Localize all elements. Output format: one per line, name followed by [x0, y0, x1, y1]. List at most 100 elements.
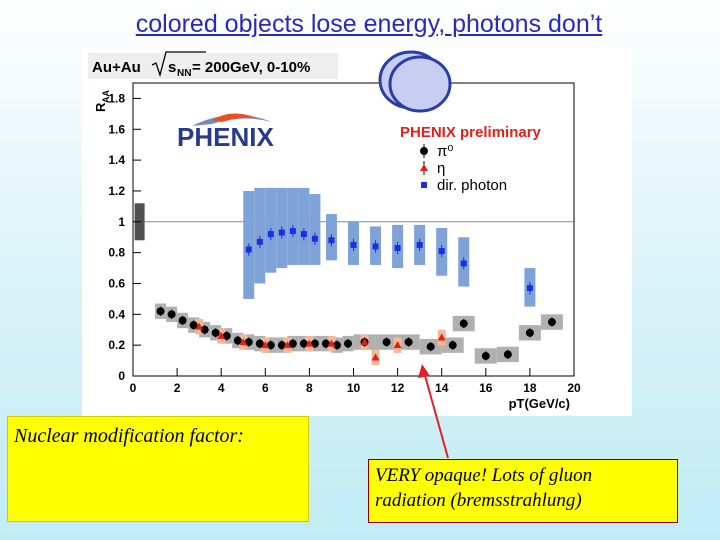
pi0-point	[255, 339, 264, 348]
y-tick-label: 1.6	[108, 122, 125, 136]
legend-marker-pi0	[420, 147, 428, 155]
chart-header-sqrt-s: s	[168, 59, 176, 76]
pi0-point	[156, 307, 165, 316]
y-tick-label: 0.8	[108, 246, 125, 260]
chart-panel: Au+Au s NN = 200GeV, 0-10% R AA pT(GeV/c…	[82, 48, 632, 416]
pi0-point	[266, 341, 275, 350]
y-tick-label: 1	[118, 215, 125, 229]
eta-point	[217, 331, 226, 339]
pi0-point	[299, 339, 308, 348]
photon-point	[311, 235, 318, 242]
legend-label: π⁰	[437, 143, 453, 160]
photon-point	[372, 243, 379, 250]
pi0-point	[200, 325, 209, 334]
chart-header-box	[88, 53, 338, 79]
photon-point	[245, 246, 252, 253]
pi0-point	[503, 350, 512, 359]
photon-point	[460, 260, 467, 267]
legend-marker-photon	[421, 182, 427, 188]
note-left-text: Nuclear modification factor:	[14, 425, 244, 447]
note-right-line2: radiation (bremsstrahlung)	[375, 490, 582, 511]
pi0-point	[448, 341, 457, 350]
x-tick-label: 14	[435, 381, 449, 395]
y-tick-label: 0.2	[108, 338, 125, 352]
eta-point	[305, 339, 314, 347]
photon-point	[300, 231, 307, 238]
pi0-point	[404, 338, 413, 347]
legend-marker-eta	[420, 164, 428, 171]
pi0-point	[222, 331, 231, 340]
pi0-point	[426, 342, 435, 351]
photon-point	[289, 228, 296, 235]
x-tick-label: 2	[174, 381, 181, 395]
pi0-point	[310, 339, 319, 348]
note-right-line1: VERY opaque! Lots of gluon	[375, 465, 593, 486]
eta-point	[327, 339, 336, 347]
note-box-right: VERY opaque! Lots of gluon radiation (br…	[368, 459, 678, 523]
y-tick-label: 1.4	[108, 153, 125, 167]
pi0-point	[547, 318, 556, 327]
photon-point	[416, 241, 423, 248]
photon-point	[350, 241, 357, 248]
y-tick-label: 1.8	[108, 91, 125, 105]
eta-point	[393, 341, 402, 349]
phenix-logo-swoosh-icon	[192, 114, 272, 126]
pi0-point	[189, 321, 198, 330]
chart-header-sqrt-sub: NN	[177, 68, 191, 79]
photon-point	[328, 237, 335, 244]
pi0-point	[167, 310, 176, 319]
chart-header-rest: = 200GeV, 0-10%	[192, 59, 310, 76]
photon-point	[438, 248, 445, 255]
circle-front-icon	[388, 55, 452, 113]
legend-label: dir. photon	[437, 177, 507, 194]
pi0-point	[459, 319, 468, 328]
eta-point	[437, 333, 446, 341]
sqrt-symbol-icon	[151, 51, 206, 78]
photon-point	[394, 245, 401, 252]
phenix-logo-text: PHENIX	[177, 122, 274, 152]
x-tick-label: 16	[479, 381, 493, 395]
pi0-point	[233, 336, 242, 345]
pi0-point	[382, 338, 391, 347]
pi0-point	[525, 328, 534, 337]
y-axis-label-sub: AA	[101, 90, 111, 103]
phenix-logo: PHENIX	[177, 113, 274, 152]
y-tick-label: 1.2	[108, 184, 125, 198]
photon-systematic-band	[309, 194, 321, 265]
phenix-logo-wing-icon	[212, 113, 257, 122]
y-tick-label: 0.6	[108, 276, 125, 290]
x-tick-label: 8	[306, 381, 313, 395]
x-tick-label: 10	[347, 381, 361, 395]
pi0-point	[211, 328, 220, 337]
chart-svg: Au+Au s NN = 200GeV, 0-10% R AA pT(GeV/c…	[88, 51, 581, 411]
x-axis-label: pT(GeV/c)	[509, 396, 570, 411]
photon-point	[256, 238, 263, 245]
slide-title: colored objects lose energy, photons don…	[135, 10, 603, 38]
eta-point	[239, 338, 248, 346]
y-tick-label: 0	[118, 369, 125, 383]
photon-point	[526, 285, 533, 292]
x-tick-label: 0	[130, 381, 137, 395]
pi0-point	[277, 341, 286, 350]
eta-point	[261, 341, 270, 349]
legend-title: PHENIX preliminary	[400, 124, 542, 141]
x-tick-label: 4	[218, 381, 225, 395]
photon-systematic-band	[298, 187, 310, 265]
overlapping-circles-icon	[378, 50, 452, 113]
pi0-point	[178, 316, 187, 325]
note-box-left	[7, 416, 309, 522]
chart-header-system: Au+Au	[92, 59, 141, 76]
eta-point	[283, 341, 292, 349]
pi0-point	[481, 351, 490, 360]
photon-point	[278, 229, 285, 236]
x-tick-label: 12	[391, 381, 405, 395]
eta-point	[371, 353, 380, 361]
y-tick-label: 0.4	[108, 307, 125, 321]
pi0-point	[343, 339, 352, 348]
eta-point	[360, 338, 369, 346]
x-tick-label: 20	[567, 381, 581, 395]
pi0-point	[244, 338, 253, 347]
x-tick-label: 6	[262, 381, 269, 395]
pi0-point	[321, 339, 330, 348]
y-axis-label: R	[93, 102, 108, 112]
